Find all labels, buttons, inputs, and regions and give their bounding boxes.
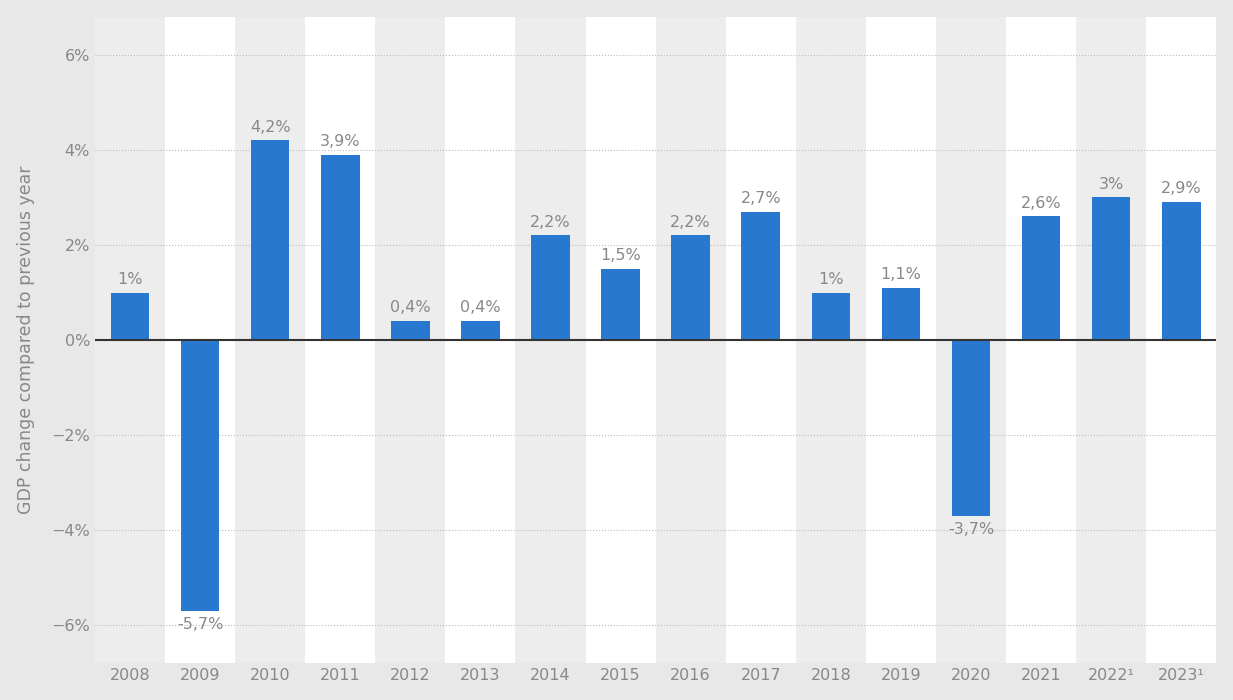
Bar: [515, 17, 586, 664]
Bar: [866, 17, 936, 664]
Text: 2,6%: 2,6%: [1021, 196, 1062, 211]
Bar: [306, 17, 375, 664]
Bar: [95, 17, 165, 664]
Text: 2,2%: 2,2%: [530, 215, 571, 230]
Text: 1,5%: 1,5%: [600, 248, 641, 263]
Text: 1,1%: 1,1%: [880, 267, 921, 282]
Bar: [795, 17, 866, 664]
Text: -5,7%: -5,7%: [176, 617, 223, 632]
Text: 0,4%: 0,4%: [460, 300, 501, 315]
Bar: [461, 321, 499, 340]
Bar: [1161, 202, 1201, 340]
Bar: [602, 269, 640, 340]
Bar: [1006, 17, 1076, 664]
Bar: [656, 17, 726, 664]
Text: 0,4%: 0,4%: [390, 300, 430, 315]
Bar: [811, 293, 850, 340]
Text: 1%: 1%: [117, 272, 143, 287]
Bar: [250, 140, 290, 340]
Y-axis label: GDP change compared to previous year: GDP change compared to previous year: [17, 166, 35, 514]
Bar: [445, 17, 515, 664]
Bar: [1092, 197, 1131, 340]
Text: 1%: 1%: [819, 272, 843, 287]
Bar: [321, 155, 360, 340]
Text: 3%: 3%: [1099, 176, 1123, 192]
Bar: [391, 321, 429, 340]
Bar: [952, 340, 990, 516]
Bar: [181, 340, 219, 611]
Text: 2,2%: 2,2%: [671, 215, 711, 230]
Text: 2,9%: 2,9%: [1161, 181, 1202, 197]
Text: 3,9%: 3,9%: [321, 134, 360, 149]
Bar: [882, 288, 920, 340]
Bar: [236, 17, 306, 664]
Bar: [741, 211, 780, 340]
Bar: [165, 17, 236, 664]
Bar: [936, 17, 1006, 664]
Bar: [726, 17, 795, 664]
Bar: [672, 235, 710, 340]
Bar: [531, 235, 570, 340]
Text: 2,7%: 2,7%: [741, 191, 780, 206]
Text: -3,7%: -3,7%: [948, 522, 994, 537]
Bar: [1147, 17, 1216, 664]
Text: 4,2%: 4,2%: [250, 120, 291, 134]
Bar: [1076, 17, 1147, 664]
Bar: [586, 17, 656, 664]
Bar: [375, 17, 445, 664]
Bar: [1022, 216, 1060, 340]
Bar: [111, 293, 149, 340]
